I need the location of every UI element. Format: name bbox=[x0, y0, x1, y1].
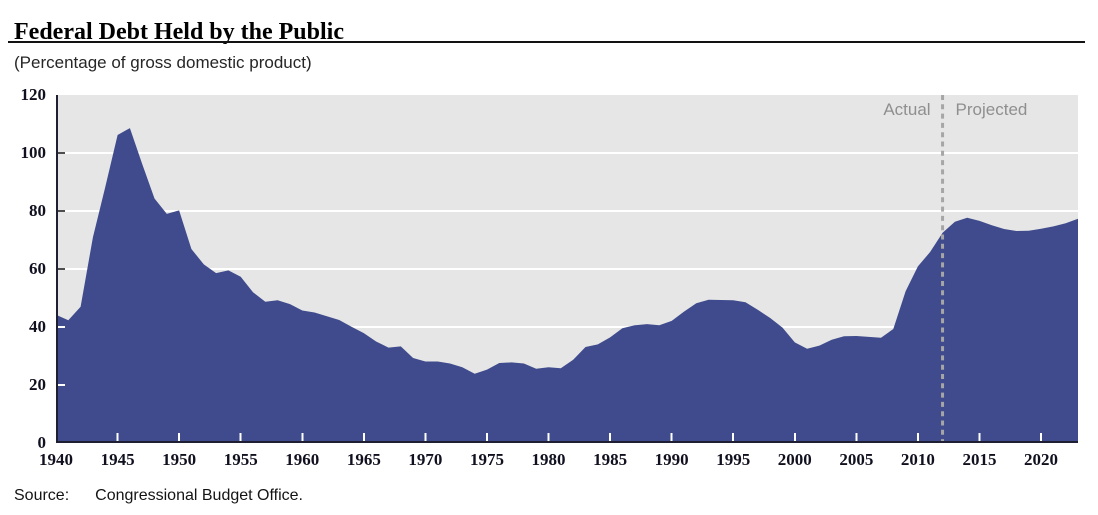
x-axis-label: 2005 bbox=[839, 450, 874, 469]
x-axis-label: 1940 bbox=[39, 450, 73, 469]
chart-svg bbox=[56, 95, 1078, 443]
x-axis-label: 1960 bbox=[285, 450, 320, 469]
x-axis-label: 1950 bbox=[162, 450, 197, 469]
x-axis-label: 1975 bbox=[469, 450, 504, 469]
source-label: Source: bbox=[14, 487, 70, 504]
x-axis: 1940 1945 1950 1955 1960 1965 1970 1975 1980 1985… bbox=[39, 450, 1078, 472]
projected-label: Projected bbox=[955, 100, 1028, 119]
x-axis-label: 1990 bbox=[654, 450, 689, 469]
title-rule bbox=[8, 41, 1085, 43]
x-axis-label: 1985 bbox=[593, 450, 628, 469]
x-axis-label: 2015 bbox=[962, 450, 997, 469]
chart-subtitle: (Percentage of gross domestic product) bbox=[14, 53, 312, 72]
actual-label: Actual bbox=[883, 100, 931, 119]
y-axis-label: 120 bbox=[20, 85, 47, 104]
plot-area: Actual Projected bbox=[56, 95, 1078, 443]
area-series bbox=[56, 128, 1078, 443]
y-axis: 0 20 40 60 80 100 120 bbox=[0, 85, 47, 452]
x-axis-label: 1965 bbox=[346, 450, 381, 469]
x-axis-label: 1970 bbox=[408, 450, 443, 469]
y-axis-label: 40 bbox=[29, 317, 46, 336]
source-line: Source: Congressional Budget Office. bbox=[14, 487, 303, 505]
y-axis-label: 0 bbox=[37, 433, 47, 452]
x-axis-label: 1980 bbox=[531, 450, 566, 469]
y-axis-label: 100 bbox=[20, 143, 47, 162]
y-axis-label: 60 bbox=[29, 259, 46, 278]
x-axis-label: 2000 bbox=[777, 450, 812, 469]
x-axis-label: 1995 bbox=[716, 450, 751, 469]
x-axis-label: 2020 bbox=[1024, 450, 1059, 469]
x-axis-label: 1955 bbox=[223, 450, 258, 469]
x-axis-label: 1945 bbox=[100, 450, 135, 469]
source-text: Congressional Budget Office. bbox=[95, 487, 303, 504]
y-axis-label: 20 bbox=[29, 375, 46, 394]
y-axis-label: 80 bbox=[29, 201, 46, 220]
x-axis-label: 2010 bbox=[900, 450, 935, 469]
chart-title: Federal Debt Held by the Public bbox=[14, 19, 344, 46]
